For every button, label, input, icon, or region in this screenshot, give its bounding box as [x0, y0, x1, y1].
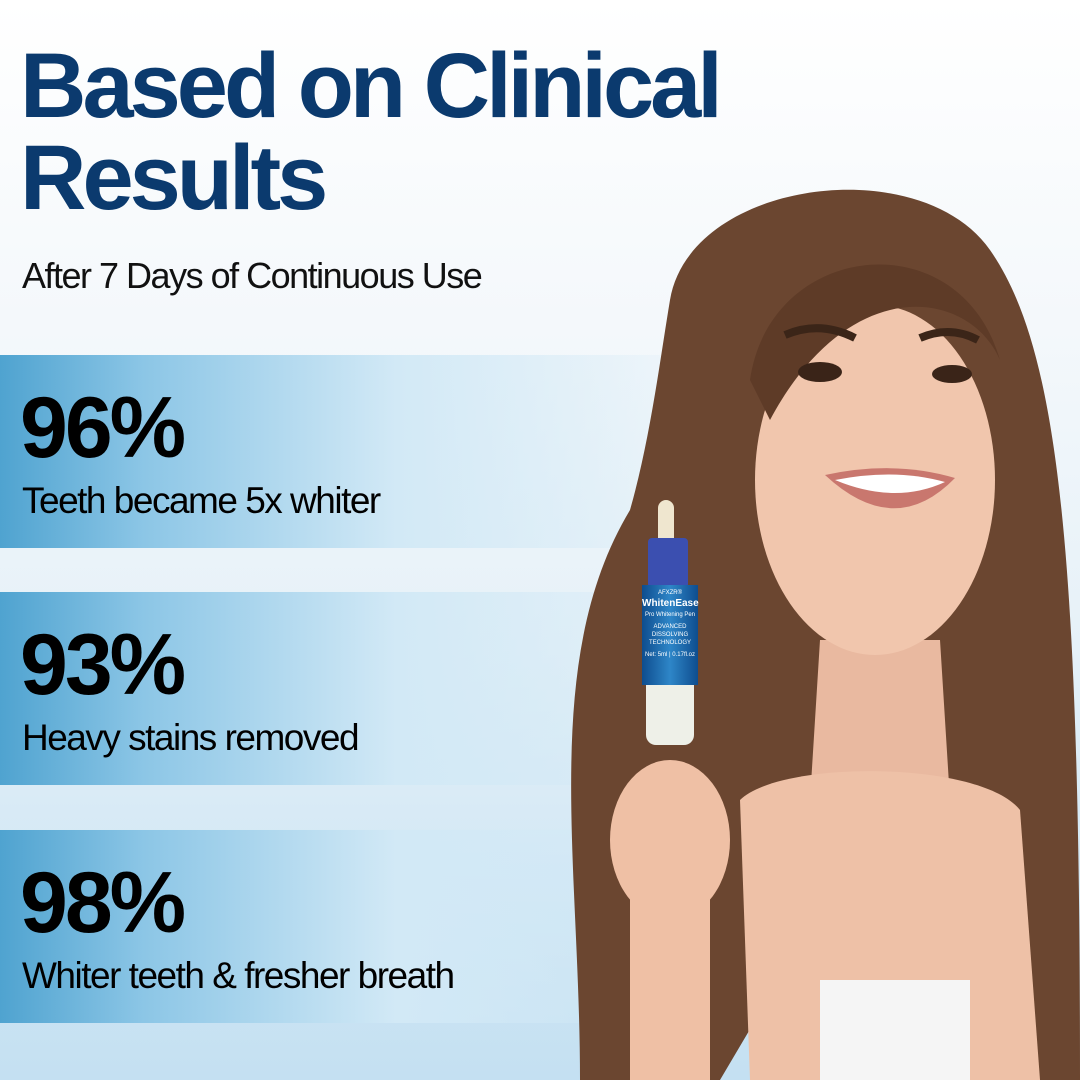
hair-fringe — [750, 264, 1000, 420]
stat-band: 96% Teeth became 5x whiter — [0, 355, 720, 548]
stat-value: 93% — [20, 617, 186, 713]
pen-net: Net: 5ml | 0.17fl.oz — [645, 652, 695, 658]
pen-brand: AFXZR® — [657, 590, 683, 596]
subtitle: After 7 Days of Continuous Use — [22, 255, 483, 296]
eye — [932, 365, 972, 383]
pen-label: AFXZR® WhitenEase Pro Whitening Pen ADVA… — [642, 585, 699, 685]
whitening-pen: AFXZR® WhitenEase Pro Whitening Pen ADVA… — [640, 500, 702, 760]
eyebrow — [918, 328, 980, 344]
pen-cap — [648, 538, 688, 588]
stat-value: 98% — [20, 855, 186, 951]
stat-label: Heavy stains removed — [22, 717, 360, 758]
pen-name: WhitenEase — [642, 598, 699, 609]
top — [820, 980, 970, 1080]
stat-label: Teeth became 5x whiter — [22, 480, 381, 521]
stat-value: 96% — [20, 380, 186, 476]
eye — [798, 362, 842, 382]
neck — [810, 640, 950, 800]
model-photo — [571, 189, 1080, 1080]
pen-barrel — [646, 685, 694, 745]
eyebrow — [783, 324, 857, 342]
pen-tip — [658, 500, 674, 540]
teeth — [835, 474, 945, 494]
pen-tagline: ADVANCED DISSOLVING TECHNOLOGY — [648, 624, 691, 646]
stat-label: Whiter teeth & fresher breath — [22, 955, 455, 996]
arm — [630, 880, 710, 1080]
pen-type: Pro Whitening Pen — [644, 612, 696, 618]
headline: Based on Clinical Results — [20, 35, 723, 229]
